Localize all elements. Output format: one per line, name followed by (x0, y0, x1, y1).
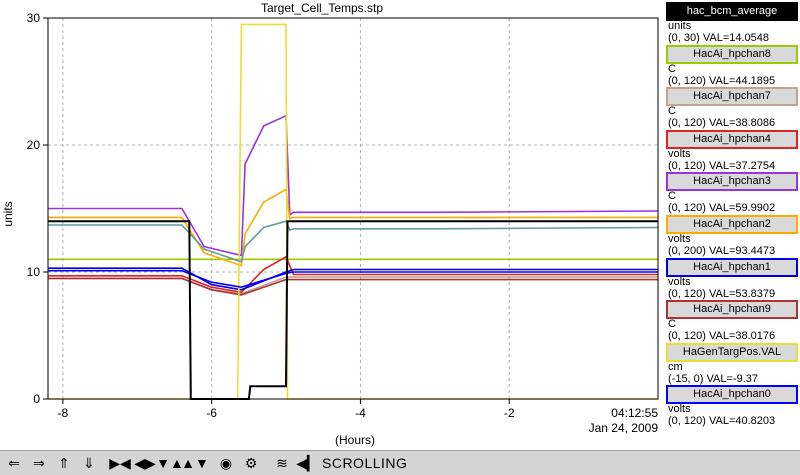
expand-horizontal-icon[interactable]: ◀▶ (134, 454, 156, 471)
legend: hac_bcm_average units (0, 30) VAL=14.0548 H… (664, 0, 800, 428)
y-tick-label: 0 (33, 392, 40, 406)
legend-unit: cm (668, 360, 683, 373)
legend-range-value: (0, 120) VAL=53.8379 (668, 287, 776, 300)
legend-series-name[interactable]: HaGenTargPos.VAL (666, 342, 798, 362)
legend-entry[interactable]: HacAi_hpchan7 C (0, 120) VAL=38.8086 (664, 87, 800, 130)
y-axis-label: units (1, 201, 15, 226)
legend-unit: units (668, 20, 692, 32)
legend-series-name[interactable]: HacAi_hpchan0 (666, 385, 798, 405)
legend-range-value: (0, 120) VAL=37.2754 (668, 159, 776, 172)
legend-unit: C (668, 190, 676, 203)
x-tick-label: -6 (206, 406, 217, 420)
x-tick-label: -2 (504, 406, 515, 420)
legend-unit: C (668, 318, 676, 331)
arrow-up-icon[interactable]: ⇑ (58, 454, 70, 471)
scroll-status: SCROLLING (322, 455, 408, 471)
shrink-horizontal-icon[interactable]: ▶◀ (109, 454, 131, 471)
legend-range-value: (0, 200) VAL=93.4473 (668, 244, 776, 257)
x-tick-label: -8 (58, 406, 69, 420)
legend-entry[interactable]: HacAi_hpchan8 C (0, 120) VAL=44.1895 (664, 44, 800, 87)
series-line-hacai-hpchan9 (48, 277, 658, 296)
legend-entry[interactable]: HacAi_hpchan1 volts (0, 120) VAL=53.8379 (664, 257, 800, 300)
series-line-hacai-hpchan3 (48, 114, 659, 257)
chart-title: Target_Cell_Temps.stp (261, 1, 383, 15)
y-tick-label: 10 (27, 265, 41, 279)
legend-entry[interactable]: hac_bcm_average units (0, 30) VAL=14.0548 (664, 2, 800, 44)
legend-unit: volts (668, 147, 691, 160)
legend-series-name[interactable]: HacAi_hpchan3 (666, 172, 798, 192)
arrow-right-icon[interactable]: ⇒ (33, 454, 45, 471)
legend-unit: volts (668, 403, 691, 416)
legend-range-value: (0, 30) VAL=14.0548 (668, 32, 770, 44)
step-back-icon[interactable]: ◀▎ (296, 454, 318, 471)
legend-unit: C (668, 105, 676, 118)
settings-icon[interactable]: ⚙ (244, 454, 258, 471)
legend-range-value: (0, 120) VAL=44.1895 (668, 74, 776, 87)
legend-series-name[interactable]: HacAi_hpchan2 (666, 214, 798, 234)
waveform-icon[interactable]: ≋ (276, 454, 288, 471)
legend-series-name[interactable]: HacAi_hpchan4 (666, 129, 798, 149)
legend-range-value: (-15, 0) VAL=-9.37 (668, 372, 758, 385)
legend-entry[interactable]: HacAi_hpchan4 volts (0, 120) VAL=37.2754 (664, 129, 800, 172)
shrink-vertical-icon[interactable]: ▼▲ (156, 455, 184, 471)
arrow-down-icon[interactable]: ⇓ (83, 454, 95, 471)
legend-range-value: (0, 120) VAL=59.9902 (668, 202, 776, 215)
expand-vertical-icon[interactable]: ▲▼ (181, 455, 209, 471)
series-line-teal-trace (48, 220, 659, 263)
series-line-hacai-hpchan0 (48, 269, 658, 289)
y-tick-label: 30 (27, 11, 41, 25)
x-axis-label: (Hours) (335, 433, 375, 447)
legend-entry[interactable]: HaGenTargPos.VAL cm (-15, 0) VAL=-9.37 (664, 342, 800, 385)
legend-entry[interactable]: HacAi_hpchan0 volts (0, 120) VAL=40.8203 (664, 385, 800, 428)
legend-unit: volts (668, 275, 691, 288)
legend-series-name[interactable]: HacAi_hpchan7 (666, 87, 798, 107)
chart: Target_Cell_Temps.stp units (Hours) 04:1… (1, 1, 659, 447)
legend-range-value: (0, 120) VAL=40.8203 (668, 415, 776, 428)
legend-range-value: (0, 120) VAL=38.8086 (668, 117, 776, 130)
series-line-hac-bcm-average (48, 220, 658, 400)
legend-entry[interactable]: HacAi_hpchan2 volts (0, 200) VAL=93.4473 (664, 214, 800, 257)
legend-series-name[interactable]: hac_bcm_average (666, 2, 798, 21)
legend-unit: volts (668, 232, 691, 245)
series-line-hacai-hpchan4 (48, 255, 658, 294)
legend-unit: C (668, 62, 676, 75)
x-tick-label: -4 (355, 406, 366, 420)
time-label: 04:12:55 (611, 406, 658, 420)
legend-range-value: (0, 120) VAL=38.0176 (668, 330, 776, 343)
toolbar: ⇐ ⇒ ⇑ ⇓ ▶◀ ◀▶ ▼▲ ▲▼ ◉ ⚙ ≋ ◀▎ SCROLLING (0, 450, 800, 475)
y-tick-label: 20 (27, 138, 41, 152)
plot-frame (47, 17, 659, 400)
date-label: Jan 24, 2009 (589, 421, 659, 435)
legend-series-name[interactable]: HacAi_hpchan8 (666, 44, 798, 64)
legend-series-name[interactable]: HacAi_hpchan9 (666, 300, 798, 320)
legend-series-name[interactable]: HacAi_hpchan1 (666, 257, 798, 277)
legend-entry[interactable]: HacAi_hpchan9 C (0, 120) VAL=38.0176 (664, 300, 800, 343)
record-icon[interactable]: ◉ (219, 454, 233, 471)
arrow-left-icon[interactable]: ⇐ (8, 454, 20, 471)
legend-entry[interactable]: HacAi_hpchan3 C (0, 120) VAL=59.9902 (664, 172, 800, 215)
